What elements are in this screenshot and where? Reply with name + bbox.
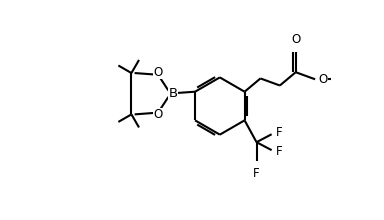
Text: B: B [169,87,178,100]
Text: O: O [154,108,163,121]
Text: O: O [291,33,300,46]
Text: F: F [253,167,260,180]
Text: O: O [319,73,328,86]
Text: F: F [276,126,282,139]
Text: O: O [154,66,163,79]
Text: F: F [276,145,282,158]
